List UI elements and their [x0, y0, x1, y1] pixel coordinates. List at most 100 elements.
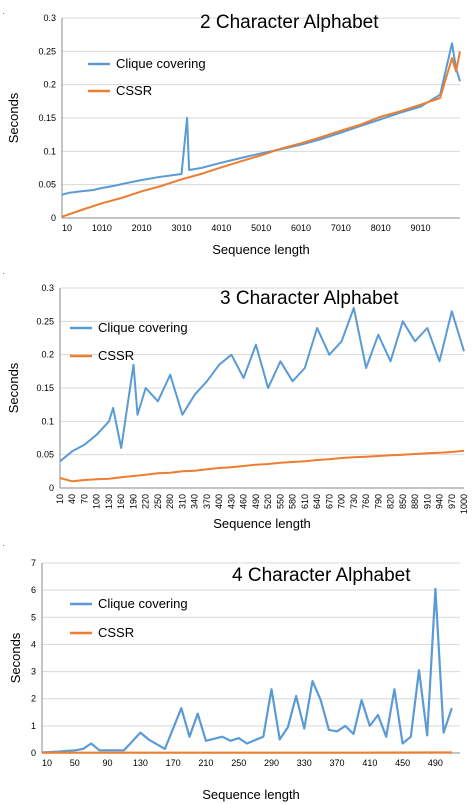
y-tick-label: 7 [31, 558, 36, 568]
x-tick-label: 9010 [411, 223, 431, 233]
x-tick-label: 730 [349, 494, 359, 509]
margin-mark: · [2, 8, 6, 19]
x-tick-label: 4010 [211, 223, 231, 233]
x-tick-label: 90 [103, 758, 113, 768]
y-tick-label: 0.3 [43, 13, 56, 23]
y-tick-label: 0 [49, 483, 54, 493]
y-tick-label: 0 [31, 748, 36, 758]
x-tick-label: 50 [70, 758, 80, 768]
x-tick-label: 880 [410, 494, 420, 509]
chart-title: 3 Character Alphabet [220, 288, 399, 309]
x-tick-label: 130 [133, 758, 148, 768]
y-tick-label: 0.25 [36, 316, 54, 326]
x-tick-label: 670 [324, 494, 334, 509]
y-tick-label: 0.15 [36, 383, 54, 393]
x-axis-label: Sequence length [213, 516, 311, 531]
chart-title: 4 Character Alphabet [232, 565, 411, 586]
x-tick-label: 450 [395, 758, 410, 768]
x-tick-label: 410 [362, 758, 377, 768]
x-tick-label: 8010 [371, 223, 391, 233]
x-tick-label: 70 [79, 494, 89, 504]
series-line-cssr [59, 449, 465, 483]
x-tick-label: 940 [435, 494, 445, 509]
y-tick-label: 2 [31, 694, 36, 704]
y-tick-label: 0.1 [43, 146, 56, 156]
y-tick-label: 0.05 [36, 450, 54, 460]
y-tick-label: 0.2 [41, 350, 54, 360]
x-tick-label: 10 [62, 223, 72, 233]
y-tick-label: 0.3 [41, 283, 54, 293]
x-axis-label: Sequence length [212, 242, 310, 257]
x-tick-label: 190 [128, 494, 138, 509]
x-tick-label: 520 [263, 494, 273, 509]
x-tick-label: 850 [398, 494, 408, 509]
y-axis-label: Seconds [6, 92, 21, 143]
y-axis-label: Seconds [6, 362, 21, 413]
x-tick-label: 130 [104, 494, 114, 509]
x-tick-label: 40 [67, 494, 77, 504]
x-tick-label: 1000 [459, 494, 469, 514]
x-tick-label: 430 [226, 494, 236, 509]
y-tick-label: 3 [31, 667, 36, 677]
y-tick-label: 5 [31, 612, 36, 622]
x-tick-label: 820 [386, 494, 396, 509]
y-tick-label: 0.2 [43, 80, 56, 90]
x-tick-label: 340 [190, 494, 200, 509]
x-tick-label: 640 [312, 494, 322, 509]
y-axis-label: Seconds [8, 632, 23, 683]
legend-label: Clique covering [98, 320, 188, 335]
x-tick-label: 490 [428, 758, 443, 768]
x-tick-label: 610 [300, 494, 310, 509]
y-tick-label: 6 [31, 585, 36, 595]
legend-label: CSSR [98, 625, 134, 640]
y-tick-label: 0.25 [38, 46, 56, 56]
x-tick-label: 7010 [331, 223, 351, 233]
x-tick-label: 370 [330, 758, 345, 768]
series-line-clique-covering [59, 307, 465, 463]
x-tick-label: 760 [361, 494, 371, 509]
x-tick-label: 100 [92, 494, 102, 509]
legend-label: CSSR [98, 348, 134, 363]
x-tick-label: 970 [447, 494, 457, 509]
x-tick-label: 460 [239, 494, 249, 509]
y-tick-label: 1 [31, 721, 36, 731]
x-tick-label: 10 [42, 758, 52, 768]
chart-title: 2 Character Alphabet [200, 12, 379, 33]
x-tick-label: 700 [337, 494, 347, 509]
x-tick-label: 330 [297, 758, 312, 768]
x-tick-label: 220 [141, 494, 151, 509]
series-line-cssr [61, 51, 461, 218]
y-tick-label: 0.05 [38, 180, 56, 190]
x-tick-label: 170 [166, 758, 181, 768]
y-tick-label: 4 [31, 639, 36, 649]
x-tick-label: 3010 [172, 223, 192, 233]
x-tick-label: 290 [264, 758, 279, 768]
x-tick-label: 370 [202, 494, 212, 509]
y-tick-label: 0.1 [41, 416, 54, 426]
x-tick-label: 6010 [291, 223, 311, 233]
y-tick-label: 0.15 [38, 113, 56, 123]
x-tick-label: 310 [177, 494, 187, 509]
x-tick-label: 250 [153, 494, 163, 509]
series-line-clique-covering [61, 42, 461, 196]
x-tick-label: 210 [198, 758, 213, 768]
series-line-clique-covering [41, 587, 453, 754]
x-tick-label: 250 [231, 758, 246, 768]
legend-label: Clique covering [116, 56, 206, 71]
chart-3-char: 0 0.05 0.1 0.15 0.2 0.25 0.3 10 40 70 100 130 160 190… [6, 283, 469, 531]
x-tick-label: 5010 [251, 223, 271, 233]
x-tick-label: 490 [251, 494, 261, 509]
y-tick-label: 0 [51, 213, 56, 223]
x-tick-label: 910 [422, 494, 432, 509]
x-tick-label: 790 [373, 494, 383, 509]
x-tick-label: 2010 [132, 223, 152, 233]
margin-mark: · [2, 540, 6, 551]
chart-panel-3-char: 0 0.05 0.1 0.15 0.2 0.25 0.3 10 40 70 100 130 160 190… [0, 270, 474, 532]
legend-label: Clique covering [98, 596, 188, 611]
chart-4-char: 0 1 2 3 4 5 6 7 10 50 90 130 170 210 250 290 330 370 410 45… [8, 558, 460, 802]
x-tick-label: 1010 [92, 223, 112, 233]
margin-mark: · [2, 268, 6, 279]
x-tick-label: 550 [275, 494, 285, 509]
